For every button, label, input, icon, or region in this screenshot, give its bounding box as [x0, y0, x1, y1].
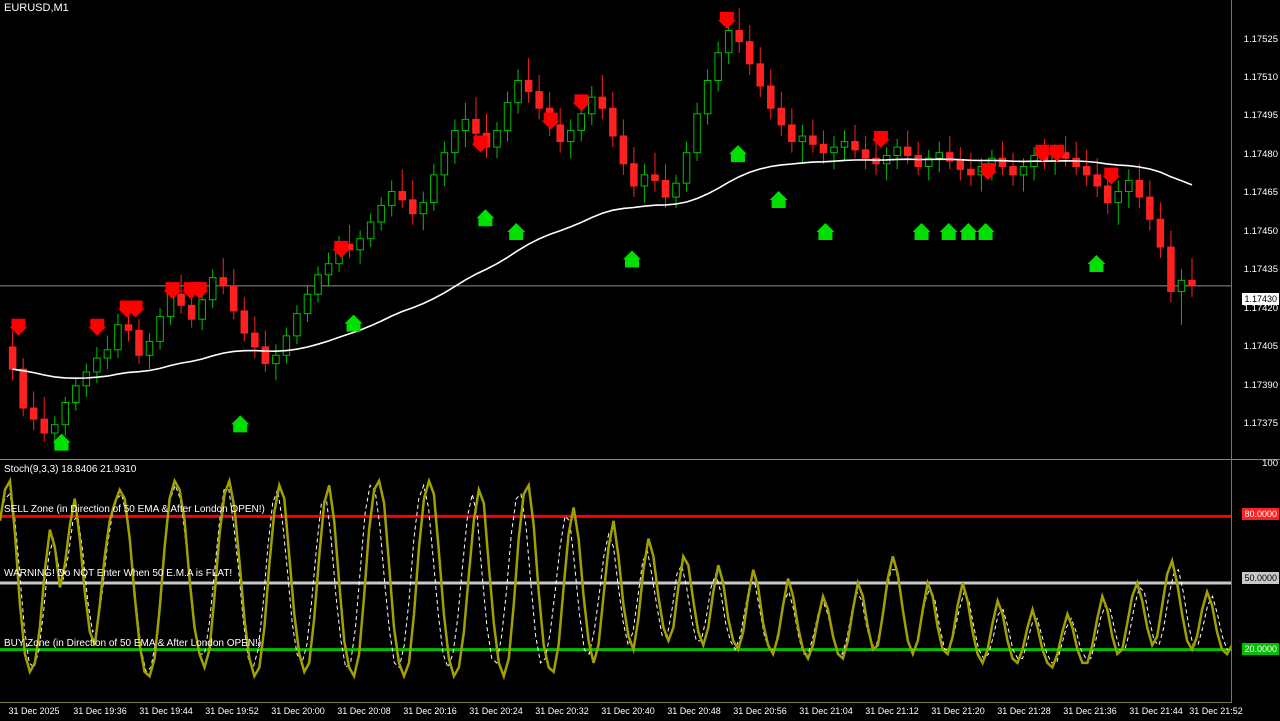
axis-tick-1: 1.17510 [1243, 72, 1278, 83]
time-tick-13: 31 Dec 21:12 [865, 706, 919, 716]
time-tick-11: 31 Dec 20:56 [733, 706, 787, 716]
stochastic-label: Stoch(9,3,3) 18.8406 21.9310 [4, 464, 137, 475]
time-tick-5: 31 Dec 20:08 [337, 706, 391, 716]
time-tick-7: 31 Dec 20:24 [469, 706, 523, 716]
axis-tick-2: 1.17495 [1243, 110, 1278, 121]
sell-zone-label: SELL Zone (in Direction of 50 EMA & Afte… [4, 504, 265, 515]
pane-divider [0, 459, 1280, 460]
current-price-tag: 1.17430 [1242, 293, 1279, 305]
stoch-axis-tick-100: 100 [1262, 458, 1278, 469]
warning-label: WARNING! Do NOT Enter When 50 E.M.A is F… [4, 568, 233, 579]
stochastic-indicator-pane[interactable] [0, 462, 1232, 702]
stoch-level-80-tag: 80.0000 [1242, 508, 1279, 520]
time-tick-3: 31 Dec 19:52 [205, 706, 259, 716]
time-tick-0: 31 Dec 2025 [8, 706, 60, 716]
time-tick-1: 31 Dec 19:36 [73, 706, 127, 716]
time-tick-12: 31 Dec 21:04 [799, 706, 853, 716]
axis-tick-6: 1.17435 [1243, 264, 1278, 275]
time-tick-6: 31 Dec 20:16 [403, 706, 457, 716]
time-axis: 31 Dec 2025 31 Dec 19:36 31 Dec 19:44 31… [0, 702, 1243, 721]
time-tick-18: 31 Dec 21:52 [1189, 706, 1243, 716]
buy-zone-label: BUY Zone (in Direction of 50 EMA & After… [4, 638, 262, 649]
time-tick-8: 31 Dec 20:32 [535, 706, 589, 716]
price-axis: 1.17525 1.17510 1.17495 1.17480 1.17465 … [1231, 0, 1280, 702]
time-tick-9: 31 Dec 20:40 [601, 706, 655, 716]
stoch-level-20-tag: 20.0000 [1242, 643, 1279, 655]
time-tick-15: 31 Dec 21:28 [997, 706, 1051, 716]
time-tick-17: 31 Dec 21:44 [1129, 706, 1183, 716]
axis-tick-3: 1.17480 [1243, 149, 1278, 160]
axis-tick-7: 1.17420 [1243, 303, 1278, 314]
axis-tick-9: 1.17390 [1243, 380, 1278, 391]
stochastic-canvas [0, 476, 1232, 681]
time-tick-4: 31 Dec 20:00 [271, 706, 325, 716]
time-tick-16: 31 Dec 21:36 [1063, 706, 1117, 716]
axis-tick-10: 1.17375 [1243, 418, 1278, 429]
axis-tick-5: 1.17450 [1243, 226, 1278, 237]
time-tick-2: 31 Dec 19:44 [139, 706, 193, 716]
time-tick-10: 31 Dec 20:48 [667, 706, 721, 716]
chart-symbol-label: EURUSD,M1 [4, 2, 69, 14]
axis-tick-4: 1.17465 [1243, 187, 1278, 198]
axis-tick-8: 1.17405 [1243, 341, 1278, 352]
stoch-level-50-tag: 50.0000 [1242, 572, 1279, 584]
axis-tick-0: 1.17525 [1243, 34, 1278, 45]
time-tick-14: 31 Dec 21:20 [931, 706, 985, 716]
price-chart-canvas [0, 8, 1232, 451]
price-chart-pane[interactable] [0, 0, 1232, 458]
